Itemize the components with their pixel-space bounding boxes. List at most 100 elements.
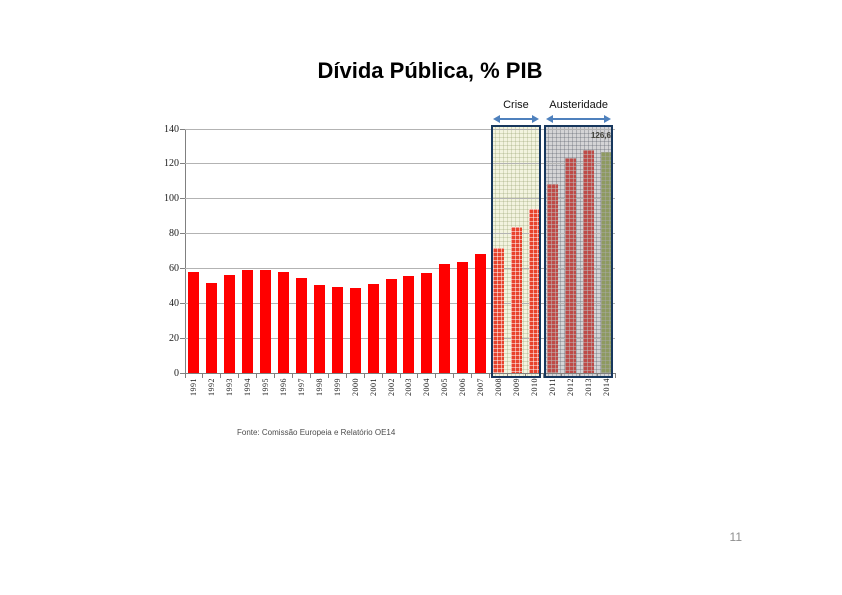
x-label-text: 1994: [243, 378, 253, 396]
x-label-text: 2000: [350, 378, 360, 396]
x-label-2010: 2010: [525, 378, 543, 410]
x-label-text: 1999: [332, 378, 342, 396]
bar-2005: [439, 263, 451, 373]
region-arrow-austeridade: [546, 115, 611, 123]
x-tick: [292, 374, 293, 378]
bar-1998: [313, 285, 325, 373]
x-label-2004: 2004: [418, 378, 436, 410]
gridline-20: [185, 337, 615, 339]
y-tick-60: [180, 267, 185, 269]
y-tick-label-60: 60: [169, 262, 179, 274]
y-tick-label-140: 140: [164, 123, 179, 135]
bar-1995: [260, 269, 272, 373]
bar-2007: [475, 253, 487, 373]
bar-1993: [224, 274, 236, 373]
gridline-120: [185, 163, 615, 165]
x-label-2014: 2014: [597, 378, 615, 410]
x-label-2012: 2012: [561, 378, 579, 410]
bar-2008: [493, 248, 505, 373]
region-arrow-crise: [492, 115, 540, 123]
x-label-text: 2004: [422, 378, 432, 396]
arrow-shaft: [551, 118, 606, 120]
y-tick-label-80: 80: [169, 228, 179, 240]
x-label-text: 2006: [458, 378, 468, 396]
x-tick: [274, 374, 276, 378]
bar-2001: [367, 283, 379, 373]
x-label-2003: 2003: [400, 378, 418, 410]
x-label-2005: 2005: [436, 378, 454, 410]
region-label-austeridade: Austeridade: [549, 99, 609, 111]
bar-2004: [421, 272, 433, 373]
page-number: 11: [729, 530, 742, 544]
data-label-2014: 126,6: [590, 131, 611, 140]
bar-2000: [349, 288, 361, 373]
x-label-2011: 2011: [543, 378, 561, 410]
x-label-text: 2014: [601, 378, 611, 396]
x-tick: [363, 374, 365, 378]
x-label-2007: 2007: [472, 378, 490, 410]
bar-1999: [331, 286, 343, 373]
x-tick: [238, 374, 240, 378]
x-tick: [489, 374, 491, 378]
x-label-text: 1996: [279, 378, 289, 396]
x-label-2002: 2002: [382, 378, 400, 410]
x-tick: [453, 374, 455, 378]
bar-2012: [564, 157, 576, 373]
y-tick-20: [180, 337, 185, 339]
gridline-100: [185, 198, 615, 200]
chart-title: Dívida Pública, % PIB: [317, 58, 543, 83]
x-label-text: 2003: [404, 378, 414, 396]
bar-1992: [206, 283, 218, 373]
x-label-2008: 2008: [490, 378, 508, 410]
y-tick-0: [180, 372, 185, 374]
bar-2006: [457, 261, 469, 373]
bar-2009: [510, 227, 522, 373]
x-label-text: 2008: [494, 378, 504, 396]
bar-1996: [278, 271, 290, 373]
y-tick-label-120: 120: [164, 158, 179, 170]
x-label-1995: 1995: [257, 378, 275, 410]
x-label-2009: 2009: [508, 378, 526, 410]
x-label-text: 2011: [547, 378, 557, 396]
x-label-1992: 1992: [203, 378, 221, 410]
y-tick-label-100: 100: [164, 193, 179, 205]
plot-area: 126,6 Crise Austeridade 0 20 40 60 80 100 120 140…: [164, 99, 616, 396]
y-tick-label-0: 0: [174, 367, 179, 379]
y-axis-line: [185, 129, 186, 378]
x-label-text: 2010: [529, 378, 539, 396]
x-tick: [435, 374, 437, 378]
bar-2010: [528, 209, 540, 373]
x-label-1996: 1996: [275, 378, 293, 410]
x-tick: [256, 374, 258, 378]
x-label-text: 1991: [189, 378, 199, 396]
bar-2002: [385, 279, 397, 373]
gridline-140: [185, 128, 615, 130]
x-label-text: 1993: [225, 378, 235, 396]
y-tick-label-20: 20: [169, 332, 179, 344]
x-axis-line: [180, 373, 616, 374]
bar-1994: [242, 270, 254, 373]
x-label-text: 2009: [511, 378, 521, 396]
x-tick: [220, 374, 222, 378]
x-label-1994: 1994: [239, 378, 257, 410]
x-label-text: 2013: [583, 378, 593, 396]
y-tick-80: [180, 233, 185, 235]
x-label-text: 2012: [565, 378, 575, 396]
x-label-2013: 2013: [579, 378, 597, 410]
x-tick: [399, 374, 401, 378]
bar-2013: [582, 150, 594, 373]
x-label-1998: 1998: [310, 378, 328, 410]
x-tick: [614, 374, 616, 378]
y-tick-100: [180, 198, 185, 200]
bar-2003: [403, 275, 415, 373]
x-label-text: 1992: [207, 378, 217, 396]
x-tick: [381, 374, 383, 378]
x-label-1999: 1999: [328, 378, 346, 410]
x-label-text: 2007: [476, 378, 486, 396]
y-tick-40: [180, 302, 185, 304]
x-tick: [542, 374, 544, 378]
gridline-40: [185, 302, 615, 304]
x-tick: [309, 374, 311, 378]
x-tick: [345, 374, 347, 378]
